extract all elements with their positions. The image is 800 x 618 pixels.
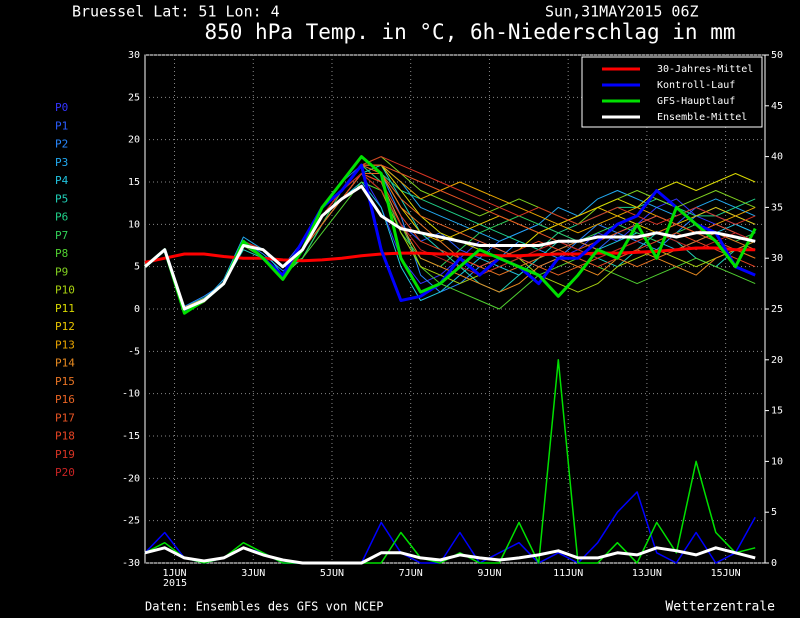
x-tick-label: 9JUN <box>477 568 501 579</box>
run-time: Sun,31MAY2015 06Z <box>545 3 699 21</box>
x-tick-label: 13JUN <box>632 568 662 579</box>
series-line <box>144 155 757 315</box>
member-label: P2 <box>55 138 68 151</box>
y2-tick-label: 35 <box>771 202 783 213</box>
member-label: P19 <box>55 448 75 461</box>
precip-line <box>144 546 756 565</box>
y2-tick-label: 15 <box>771 406 783 417</box>
member-line <box>144 164 756 312</box>
member-label: P11 <box>55 302 75 315</box>
legend-label: Ensemble-Mittel <box>657 112 747 123</box>
member-label: P0 <box>55 101 68 114</box>
footer-source: Daten: Ensembles des GFS von NCEP <box>145 600 383 614</box>
y2-tick-label: 45 <box>771 101 783 112</box>
y-tick-label: 25 <box>128 92 140 103</box>
y2-tick-label: 10 <box>771 456 783 467</box>
x-tick-label: 11JUN <box>553 568 583 579</box>
y-tick-label: -10 <box>122 389 140 400</box>
y-tick-label: -30 <box>122 558 140 569</box>
legend-label: 30-Jahres-Mittel <box>657 64 753 75</box>
chart-title: 850 hPa Temp. in °C, 6h-Niederschlag in … <box>204 20 735 44</box>
y-tick-label: 15 <box>128 177 140 188</box>
member-label: P7 <box>55 229 68 242</box>
y-tick-label: -20 <box>122 473 140 484</box>
y-tick-label: 0 <box>134 304 140 315</box>
member-label: P14 <box>55 357 75 370</box>
member-label: P8 <box>55 247 68 260</box>
member-label: P12 <box>55 320 75 333</box>
x-year: 2015 <box>163 578 187 589</box>
legend-label: GFS-Hauptlauf <box>657 96 735 107</box>
x-tick-label: 7JUN <box>399 568 423 579</box>
member-label: P6 <box>55 211 68 224</box>
member-label: P1 <box>55 119 68 132</box>
series-line <box>144 184 756 311</box>
y-tick-label: 5 <box>134 262 140 273</box>
member-label: P4 <box>55 174 69 187</box>
y-tick-label: -15 <box>122 431 140 442</box>
y2-tick-label: 30 <box>771 253 783 264</box>
member-label: P20 <box>55 466 75 479</box>
footer-brand: Wetterzentrale <box>665 600 775 615</box>
y2-tick-label: 20 <box>771 355 783 366</box>
x-tick-label: 5JUN <box>320 568 344 579</box>
x-tick-label: 15JUN <box>711 568 741 579</box>
y-tick-label: -5 <box>128 346 140 357</box>
member-label: P15 <box>55 375 75 388</box>
y2-tick-label: 25 <box>771 304 783 315</box>
y2-tick-label: 5 <box>771 507 777 518</box>
y2-tick-label: 0 <box>771 558 777 569</box>
member-label: P16 <box>55 393 75 406</box>
member-label: P5 <box>55 192 68 205</box>
legend-label: Kontroll-Lauf <box>657 80 735 91</box>
member-label: P17 <box>55 411 75 424</box>
member-label: P3 <box>55 156 68 169</box>
y-tick-label: -25 <box>122 516 140 527</box>
location: Bruessel Lat: 51 Lon: 4 <box>72 3 280 21</box>
y-tick-label: 30 <box>128 50 140 61</box>
y-tick-label: 20 <box>128 135 140 146</box>
member-label: P13 <box>55 338 75 351</box>
member-label: P9 <box>55 265 68 278</box>
member-label: P18 <box>55 430 75 443</box>
x-tick-label: 1JUN <box>162 568 186 579</box>
member-label: P10 <box>55 284 75 297</box>
y2-tick-label: 40 <box>771 152 783 163</box>
x-tick-label: 3JUN <box>241 568 265 579</box>
y2-tick-label: 50 <box>771 50 783 61</box>
y-tick-label: 10 <box>128 219 140 230</box>
